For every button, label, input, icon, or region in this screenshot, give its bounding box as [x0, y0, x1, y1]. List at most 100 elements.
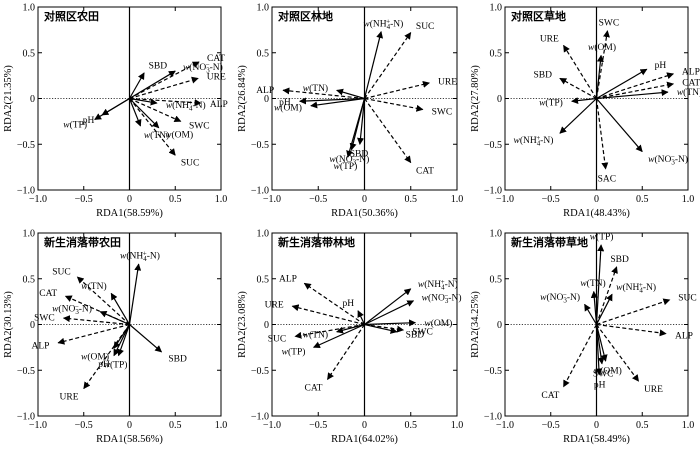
enzyme-vector-label: ALP — [682, 68, 700, 78]
x-tick-label: 0 — [127, 194, 132, 205]
y-tick-label: 0.5 — [257, 274, 270, 285]
soil-property-vector — [128, 263, 142, 325]
x-axis-label: RDA1(50.36%) — [331, 208, 398, 219]
y-tick-label: 0.5 — [23, 48, 36, 59]
enzyme-vector — [129, 97, 202, 107]
x-tick-label: −0.5 — [542, 194, 560, 205]
y-tick-label: 1.0 — [23, 229, 36, 240]
enzyme-vector-label: ALP — [279, 275, 297, 285]
enzyme-vector — [129, 76, 199, 100]
panel-title: 对照区林地 — [278, 9, 333, 23]
soil-property-vector-label: w(TN) — [303, 330, 328, 341]
soil-property-vector-label: SBD — [350, 150, 369, 160]
y-axis-label: RDA2(21.35%) — [3, 65, 14, 132]
soil-property-vector — [129, 324, 163, 353]
soil-property-vector-label: w(TN) — [580, 278, 605, 289]
soil-property-vector — [363, 31, 384, 99]
x-tick-label: −0.5 — [75, 194, 93, 205]
x-tick-label: −1.0 — [496, 420, 514, 431]
rda-panel-2: −1.0−1.0 −0.5 −0.5 0 0 0.5 0.5 1.0 1.0 RDA1(50.36… — [237, 3, 463, 220]
enzyme-vector-label: URE — [438, 77, 457, 87]
enzyme-vector — [596, 323, 667, 337]
soil-property-vector-label: w(NH4+-N) — [120, 250, 160, 264]
enzyme-vector-label: SUC — [268, 334, 286, 344]
soil-property-vector-label: pH — [83, 116, 95, 126]
enzyme-vector-label: SWC — [34, 314, 55, 324]
y-tick-label: −0.5 — [251, 366, 269, 377]
y-tick-label: 0 — [30, 320, 35, 331]
soil-property-vector-label: SBD — [406, 330, 425, 340]
soil-property-vector-label: SBD — [149, 62, 168, 72]
x-tick-label: 0 — [594, 420, 599, 431]
soil-property-vector-label: w(TN) — [81, 281, 106, 292]
soil-property-vector — [312, 323, 365, 348]
enzyme-vector-label: SBD — [610, 255, 629, 265]
enzyme-vector-label: SAC — [598, 174, 616, 184]
soil-property-vector — [129, 97, 158, 106]
soil-property-vector — [113, 324, 131, 357]
soil-property-vector — [128, 98, 142, 127]
x-tick-label: 0 — [127, 420, 132, 431]
y-tick-label: −1.0 — [251, 186, 269, 197]
soil-property-vector-label: w(TP) — [590, 231, 614, 242]
enzyme-vector-label: URE — [207, 72, 226, 82]
soil-property-vector — [596, 89, 669, 100]
enzyme-vector — [76, 276, 130, 325]
soil-property-vector-label: w(NO3−-N) — [540, 291, 580, 305]
soil-property-vector-label: w(NO3−-N) — [648, 153, 688, 167]
x-axis-label: RDA1(64.02%) — [331, 434, 398, 445]
rda-panel-4: −1.0−1.0 −0.5 −0.5 0 0 0.5 0.5 1.0 1.0 RDA1(58.56… — [3, 229, 227, 446]
enzyme-vector — [294, 323, 365, 339]
y-axis-label: RDA2(30.13%) — [3, 291, 14, 358]
enzyme-vector — [595, 30, 610, 99]
soil-property-vector-label: pH — [279, 98, 291, 108]
y-tick-label: 1.0 — [490, 229, 503, 240]
soil-property-vector — [364, 319, 417, 327]
y-tick-label: 0 — [497, 320, 502, 331]
enzyme-vector-label: CAT — [207, 54, 225, 64]
enzyme-vector — [563, 44, 598, 99]
enzyme-vector — [64, 295, 130, 326]
x-tick-label: 0.5 — [405, 420, 418, 431]
y-tick-label: 0 — [264, 320, 269, 331]
enzyme-vector — [596, 324, 640, 382]
enzyme-vector-label: SUC — [181, 159, 199, 169]
enzyme-vector — [129, 61, 200, 100]
enzyme-vector-label: SWC — [412, 328, 433, 338]
enzyme-vector-label: CAT — [416, 166, 434, 176]
soil-property-vector-label: w(NH4+-N) — [616, 281, 656, 295]
y-axis-label: RDA2(26.84%) — [237, 65, 248, 132]
enzyme-vector-label: SWC — [599, 18, 620, 28]
y-tick-label: 0 — [497, 94, 502, 105]
y-tick-label: −1.0 — [251, 412, 269, 423]
enzyme-vector — [596, 81, 675, 100]
enzyme-vector — [596, 72, 675, 100]
x-tick-label: −1.0 — [496, 194, 514, 205]
soil-property-vector-label: w(NO3−-N) — [329, 153, 369, 167]
rda-panel-6: −1.0−1.0 −0.5 −0.5 0 0 0.5 0.5 1.0 1.0 RDA1(58.49… — [470, 229, 697, 446]
soil-property-vector-label: w(OM) — [424, 318, 452, 329]
y-tick-label: −0.5 — [484, 366, 502, 377]
soil-property-vector — [129, 70, 176, 100]
soil-property-vector-label: w(TP) — [63, 120, 87, 131]
panel-title: 新生消落带草地 — [511, 235, 588, 249]
enzyme-vector-label: CAT — [541, 391, 559, 401]
soil-property-vector — [310, 97, 365, 109]
y-tick-label: −1.0 — [484, 412, 502, 423]
panel-title: 对照区农田 — [44, 9, 99, 23]
y-tick-label: 1.0 — [490, 3, 503, 14]
rda-panel-1: −1.0−1.0 −0.5 −0.5 0 0 0.5 0.5 1.0 1.0 RDA1(58.59… — [3, 3, 228, 220]
y-tick-label: −1.0 — [17, 186, 35, 197]
x-tick-label: 0.5 — [636, 194, 649, 205]
soil-property-vector — [336, 88, 365, 100]
enzyme-vector — [303, 282, 365, 325]
soil-property-vector — [99, 311, 130, 326]
panel-title: 新生消落带农田 — [44, 235, 121, 249]
soil-property-vector — [364, 300, 415, 326]
x-tick-label: 1.0 — [215, 420, 228, 431]
soil-property-vector — [336, 323, 365, 334]
enzyme-vector-label: ALP — [675, 331, 693, 341]
x-tick-label: −1.0 — [29, 194, 47, 205]
x-tick-label: 1.0 — [215, 194, 228, 205]
